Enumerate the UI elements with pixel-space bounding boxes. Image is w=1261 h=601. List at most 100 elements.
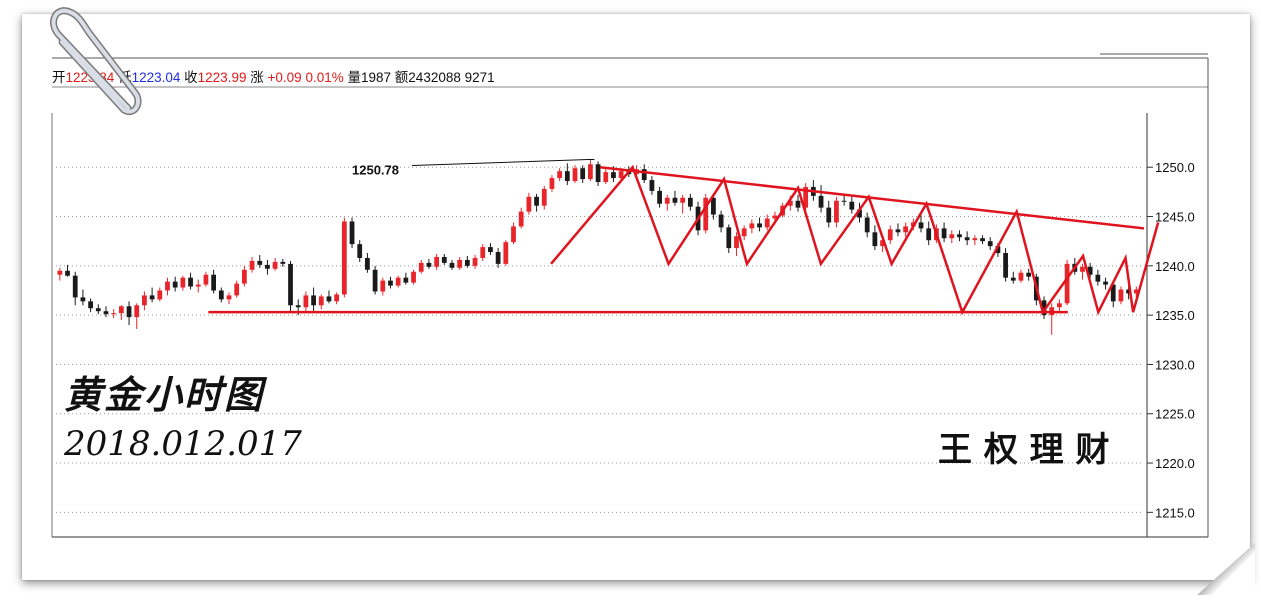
candle-down	[941, 228, 947, 239]
candle-down	[80, 297, 86, 302]
high-price-leader	[411, 159, 595, 167]
candle-up	[249, 260, 255, 270]
candle-up	[603, 172, 609, 183]
candle-down	[687, 197, 693, 207]
candle-up	[111, 313, 117, 315]
candle-up	[572, 168, 578, 182]
candle-down	[495, 252, 501, 264]
chart-date: 2018.012.017	[64, 424, 302, 464]
candle-up	[1064, 263, 1070, 304]
candle-up	[949, 234, 955, 239]
candle-down	[957, 234, 962, 238]
candle-up	[134, 305, 140, 318]
close-value: 1223.99	[197, 70, 247, 85]
candle-down	[211, 274, 217, 291]
candle-up	[772, 215, 778, 219]
open-label: 开	[52, 70, 66, 85]
candle-up	[541, 188, 547, 206]
candle-down	[65, 270, 70, 276]
candle-up	[334, 294, 340, 302]
candle-down	[441, 256, 447, 263]
candle-up	[203, 274, 209, 285]
candle-down	[288, 263, 293, 306]
candle-up	[457, 259, 463, 268]
candle-down	[918, 222, 924, 229]
candle-down	[864, 217, 870, 233]
candle-down	[580, 168, 586, 180]
wave-zigzag	[550, 164, 1160, 316]
candle-down	[718, 214, 724, 228]
candle-up	[57, 270, 63, 275]
candle-up	[195, 284, 201, 287]
candle-down	[857, 209, 862, 218]
candle-down	[1103, 281, 1108, 285]
candle-down	[1003, 253, 1008, 278]
candle-down	[987, 241, 993, 247]
candle-down	[1095, 274, 1101, 282]
candle-down	[649, 180, 655, 191]
candles	[57, 159, 1139, 335]
candle-up	[418, 262, 424, 272]
low-value: 1223.04	[131, 70, 181, 85]
candle-up	[303, 295, 309, 308]
candle-down	[218, 290, 224, 300]
y-tick-label: 1250.0	[1155, 160, 1195, 175]
candle-up	[703, 197, 709, 231]
y-tick-label: 1240.0	[1155, 259, 1195, 274]
change-percent: 0.01%	[305, 70, 344, 85]
candle-down	[641, 169, 647, 181]
chart-title: 黄金小时图	[64, 372, 265, 417]
candle-down	[1041, 300, 1047, 316]
candle-up	[834, 200, 839, 223]
y-tick-label: 1230.0	[1155, 357, 1195, 372]
price-info-bar: 开1223.84 低1223.04 收1223.99 涨 +0.09 0.01%…	[52, 66, 495, 86]
candle-up	[395, 277, 401, 286]
y-tick-label: 1225.0	[1155, 407, 1195, 422]
candle-down	[464, 259, 470, 266]
candle-down	[72, 275, 78, 298]
candle-down	[311, 295, 316, 306]
candle-up	[411, 271, 416, 283]
candle-up	[680, 197, 686, 203]
candle-up	[1057, 303, 1062, 308]
candle-down	[964, 237, 970, 241]
high-annotation: 1250.78	[352, 159, 595, 178]
paperclip-icon	[50, 7, 142, 115]
close-label: 收	[184, 70, 198, 85]
candle-down	[711, 197, 716, 215]
candle-down	[726, 227, 732, 249]
candle-up	[1118, 289, 1124, 302]
candle-up	[472, 257, 478, 266]
y-tick-label: 1220.0	[1155, 456, 1195, 471]
candle-down	[126, 306, 132, 318]
candle-up	[880, 240, 885, 247]
trendline-resistance	[599, 165, 1145, 230]
candle-up	[241, 269, 247, 284]
candle-down	[95, 308, 101, 312]
candle-down	[795, 200, 801, 208]
candle-up	[341, 221, 347, 295]
candle-down	[280, 261, 286, 264]
candle-down	[926, 228, 932, 241]
candle-down	[365, 257, 370, 270]
candle-down	[611, 172, 616, 179]
candle-down	[1010, 277, 1016, 281]
candle-down	[595, 164, 601, 183]
candle-up	[234, 283, 240, 296]
candle-down	[818, 195, 824, 208]
candle-up	[503, 242, 509, 264]
candle-down	[349, 221, 355, 245]
candle-down	[257, 260, 263, 265]
candle-up	[480, 247, 486, 258]
candle-down	[449, 262, 455, 268]
y-tick-label: 1235.0	[1155, 308, 1195, 323]
candle-up	[518, 211, 524, 227]
amount-label: 额	[394, 70, 409, 85]
candle-up	[664, 197, 670, 204]
candle-down	[295, 305, 301, 308]
candle-down	[357, 244, 363, 258]
candle-up	[549, 178, 555, 189]
change-label: 涨	[250, 70, 264, 85]
candle-down	[672, 197, 678, 203]
